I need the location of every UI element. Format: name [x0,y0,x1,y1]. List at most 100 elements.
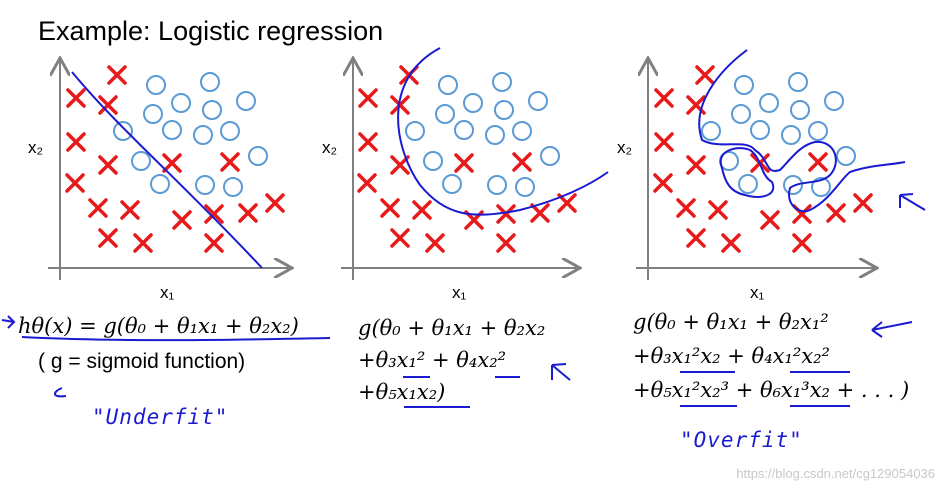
circle-mark [423,151,443,171]
cross-mark [66,88,86,108]
circle-mark [759,93,779,113]
underfit-x-label: x₁ [160,283,175,302]
cross-mark [358,132,378,152]
circle-mark [236,91,256,111]
circle-mark [512,121,532,141]
circle-mark [195,175,215,195]
circle-mark [454,120,474,140]
cross-mark [65,173,85,193]
circle-mark [836,146,856,166]
overfit-formula-line-1: g(θ₀ + θ₁x₁ + θ₂x₁² [633,310,829,334]
cross-mark [358,88,378,108]
cross-mark [654,132,674,152]
cross-mark [512,152,532,172]
watermark: https://blog.csdn.net/cg129054036 [736,466,935,481]
justright-boundary [397,47,609,216]
cross-mark [792,233,812,253]
cross-mark [708,200,728,220]
justright-y-label: x₂ [322,138,338,157]
cross-mark [496,204,516,224]
arrow-overfit-formula [871,321,913,338]
arrow-overfit-plot [899,193,926,211]
circle-mark [738,174,758,194]
circle-mark [788,72,808,92]
circle-mark [442,174,462,194]
cross-mark [808,152,828,172]
cross-mark [172,210,192,230]
circle-mark [808,121,828,141]
circle-mark [248,146,268,166]
cross-mark [162,153,182,173]
circle-mark [438,75,458,95]
circle-mark [492,72,512,92]
circle-mark [435,104,455,124]
circle-mark [731,104,751,124]
cross-mark [425,233,445,253]
circle-mark [790,100,810,120]
cross-mark [204,233,224,253]
circle-mark [202,100,222,120]
cross-mark [721,233,741,253]
cross-mark [357,173,377,193]
circle-mark [781,125,801,145]
cross-mark [380,198,400,218]
justright-formula-line-3: +θ₅x₁x₂) [358,380,446,404]
cross-mark [653,173,673,193]
cross-mark [496,233,516,253]
cross-mark [390,155,410,175]
cross-mark [676,198,696,218]
cross-mark [686,155,706,175]
circle-mark [171,93,191,113]
arrow-to-hypothesis [1,315,16,329]
justright-x-label: x₁ [452,283,467,302]
circle-mark [824,91,844,111]
arrow-justright [551,363,571,381]
overfit-formula-line-3: +θ₅x₁²x₂³ + θ₆x₁³x₂ + . . . ) [633,378,910,402]
circle-mark [463,93,483,113]
cross-mark [98,95,118,115]
overfit-label: "Overfit" [680,428,803,452]
circle-mark [131,151,151,171]
cross-mark [88,198,108,218]
justright-axes [341,60,578,280]
circle-mark [193,125,213,145]
underfit-label: "Underfit" [92,405,229,429]
cross-mark [695,65,715,85]
overfit-y-label: x₂ [617,138,633,157]
sigmoid-note: ( g = sigmoid function) [38,350,246,373]
circle-mark [528,91,548,111]
circle-mark [783,175,803,195]
hook-under-g [54,387,67,398]
circle-mark [150,174,170,194]
cross-mark [238,203,258,223]
overfit-axes [636,60,875,280]
cross-mark [107,65,127,85]
cross-mark [826,203,846,223]
justright-formula-line-1: g(θ₀ + θ₁x₁ + θ₂x₂ [358,316,546,340]
circle-mark [485,125,505,145]
overfit-x-label: x₁ [750,283,765,302]
cross-mark [853,193,873,213]
cross-mark [654,88,674,108]
cross-mark [390,228,410,248]
cross-mark [98,228,118,248]
circle-mark [494,100,514,120]
circle-mark [200,72,220,92]
overfit-boundary [698,49,906,213]
circle-mark [405,121,425,141]
cross-mark [66,132,86,152]
cross-mark [98,155,118,175]
underfit-axes [48,60,290,280]
justright-formula-line-2: +θ₃x₁² + θ₄x₂² [358,348,507,372]
circle-mark [223,177,243,197]
circle-mark [734,75,754,95]
circle-mark [701,121,721,141]
cross-mark [204,204,224,224]
circle-mark [220,121,240,141]
circle-mark [811,177,831,197]
circle-mark [487,175,507,195]
circle-mark [143,104,163,124]
cross-mark [265,193,285,213]
cross-mark [760,210,780,230]
